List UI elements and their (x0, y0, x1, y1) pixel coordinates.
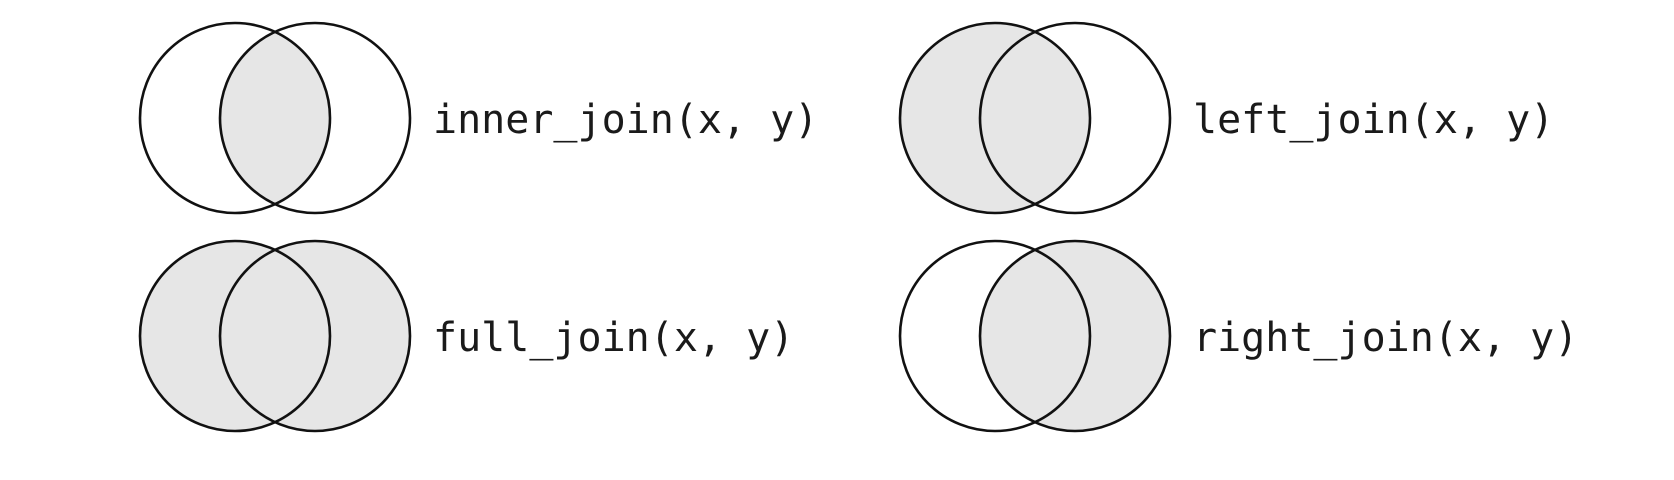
venn-left-join: left_join(x, y) (898, 21, 1554, 215)
venn-full-join: full_join(x, y) (138, 239, 794, 433)
venn-right-join: right_join(x, y) (898, 239, 1578, 433)
circle-x (138, 239, 332, 433)
venn-shaded-region (980, 241, 1170, 431)
venn-shaded-region (900, 23, 1090, 213)
join-label: inner_join(x, y) (433, 97, 818, 143)
circle-y (218, 239, 412, 433)
circle-y (978, 21, 1172, 215)
venn-shaded-region (220, 23, 330, 213)
circle-y (218, 21, 412, 215)
join-label: right_join(x, y) (1193, 315, 1578, 361)
venn-shaded-region (140, 241, 410, 431)
join-label: full_join(x, y) (433, 315, 794, 361)
circle-x (898, 239, 1092, 433)
circle-x (898, 21, 1092, 215)
circle-y (978, 239, 1172, 433)
venn-inner-join: inner_join(x, y) (138, 21, 818, 215)
join-label: left_join(x, y) (1193, 97, 1554, 143)
circle-x (138, 21, 332, 215)
